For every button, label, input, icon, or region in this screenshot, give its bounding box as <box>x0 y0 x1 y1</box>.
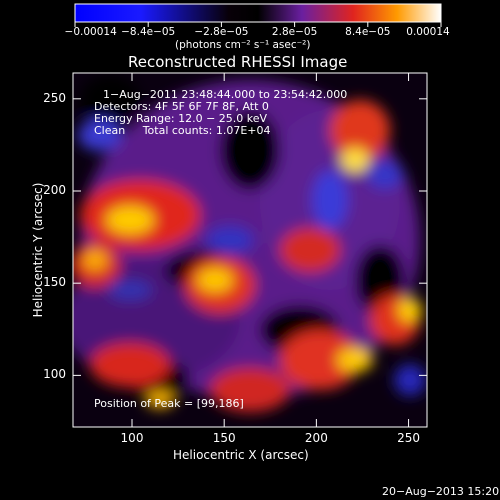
x-tick-label: 150 <box>212 431 236 445</box>
annotation-time-range: 1−Aug−2011 23:48:44.000 to 23:54:42.000 <box>103 88 348 101</box>
heatmap-image <box>73 73 427 427</box>
y-tick-label: 100 <box>43 367 66 382</box>
annotation-detectors: Detectors: 4F 5F 6F 7F 8F, Att 0 <box>94 100 269 113</box>
peak-position-label: Position of Peak = [99,186] <box>94 397 244 410</box>
annotation-clean-counts: Clean Total counts: 1.07E+04 <box>94 124 271 137</box>
x-tick-label: 200 <box>304 431 328 445</box>
y-tick-label: 200 <box>43 183 66 197</box>
x-tick-label: 250 <box>397 431 421 445</box>
colorbar-tick-label: 8.4e−05 <box>345 26 391 38</box>
axis-tick-marks <box>73 73 427 427</box>
plot-frame <box>72 72 428 428</box>
footer-timestamp: 20−Aug−2013 15:20 <box>382 485 500 498</box>
y-tick-label: 150 <box>43 275 66 290</box>
x-tick-label: 100 <box>120 431 144 445</box>
y-tick-label: 250 <box>43 90 66 105</box>
colorbar-tick-label: 0.00014 <box>406 26 450 38</box>
chart-title: Reconstructed RHESSI Image <box>128 53 348 71</box>
y-axis-label: Heliocentric Y (arcsec) <box>31 182 45 318</box>
colorbar-tick-label: −2.8e−05 <box>194 26 249 38</box>
annotation-energy-range: Energy Range: 12.0 − 25.0 keV <box>94 112 268 125</box>
colorbar-title: (photons cm⁻² s⁻¹ asec⁻²) <box>175 39 311 51</box>
colorbar-tick-marks <box>74 22 442 27</box>
x-axis-label: Heliocentric X (arcsec) <box>173 448 309 462</box>
colorbar-tick-label: −8.4e−05 <box>121 26 176 38</box>
colorbar <box>74 3 442 23</box>
colorbar-tick-label: −0.00014 <box>64 26 117 38</box>
colorbar-tick-label: 2.8e−05 <box>271 26 318 38</box>
